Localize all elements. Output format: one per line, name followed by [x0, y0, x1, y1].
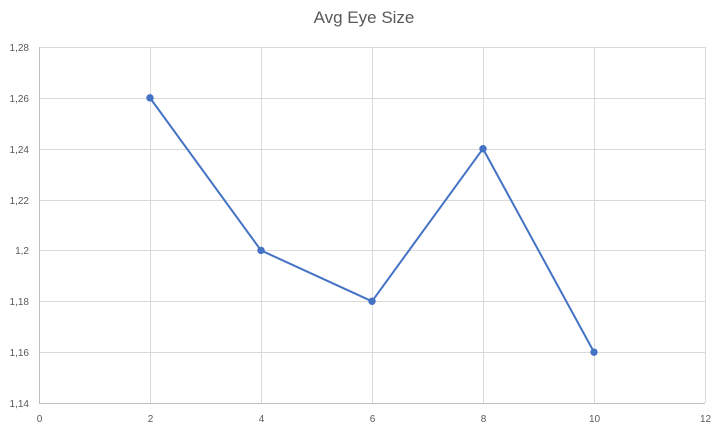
data-point	[257, 246, 265, 255]
y-tick-label: 1,16	[10, 348, 30, 359]
y-tick-label: 1,2	[15, 246, 29, 257]
y-tick-label: 1,28	[10, 43, 30, 54]
x-tick-label: 8	[481, 414, 487, 425]
y-tick-label: 1,22	[10, 196, 30, 207]
x-tick-label: 0	[37, 414, 43, 425]
tick-labels: 1,14 1,16 1,18 1,2 1,22 1,24 1,26 1,28 0 2 4 6 8 10 12	[10, 43, 712, 425]
gridlines	[39, 47, 706, 403]
x-tick-label: 2	[148, 414, 154, 425]
x-tick-label: 6	[370, 414, 376, 425]
axes	[39, 47, 705, 404]
data-point	[479, 145, 487, 153]
y-tick-label: 1,26	[10, 94, 30, 105]
data-point	[368, 297, 376, 305]
x-tick-label: 12	[700, 414, 712, 425]
x-tick-label: 10	[589, 414, 601, 425]
data-point	[146, 94, 154, 102]
y-tick-label: 1,14	[10, 399, 30, 410]
data-point	[590, 348, 598, 356]
series	[146, 94, 598, 356]
x-tick-label: 4	[259, 414, 265, 425]
chart-title: Avg Eye Size	[313, 8, 415, 27]
y-tick-label: 1,18	[10, 297, 30, 308]
y-tick-label: 1,24	[10, 145, 30, 156]
